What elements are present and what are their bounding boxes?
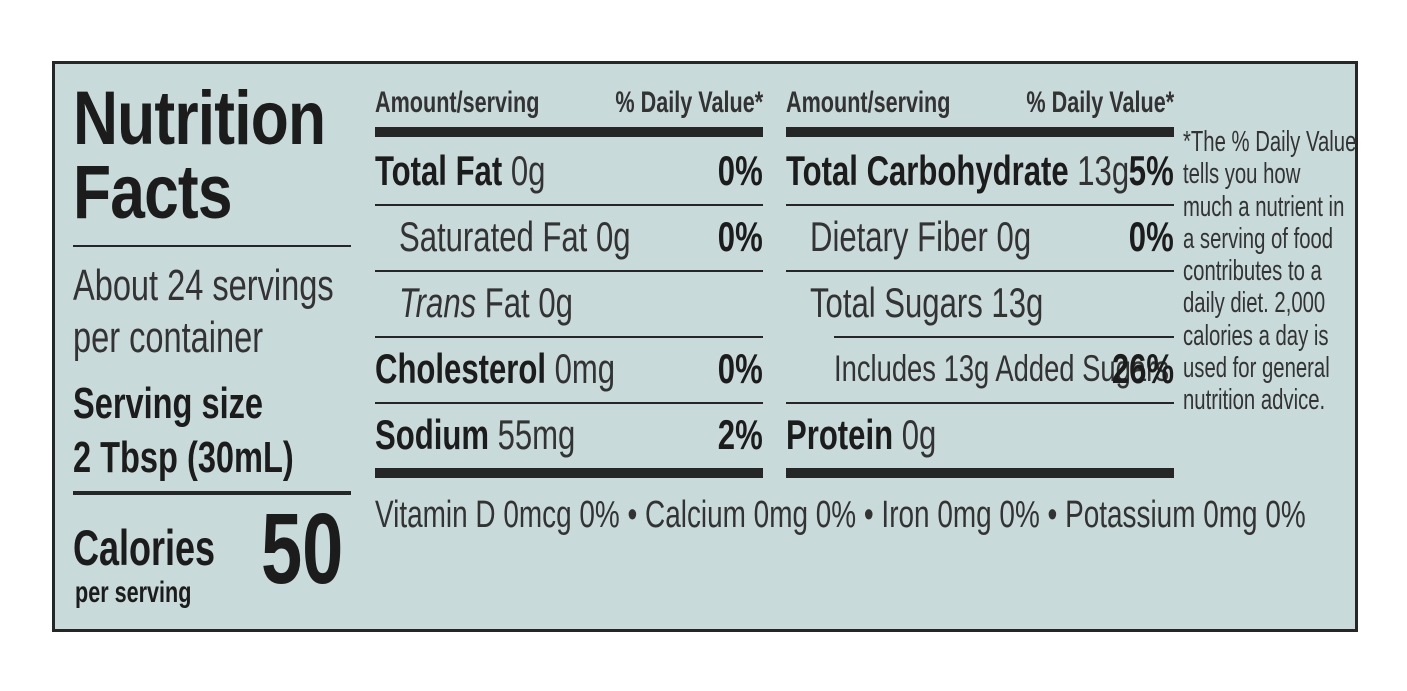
- row-divider: [786, 270, 1174, 272]
- servings-per-container: About 24 servings per container: [73, 260, 425, 364]
- row-divider: [375, 204, 763, 206]
- daily-value-footnote: *The % Daily Value tells you how much a …: [1183, 126, 1373, 417]
- row-dietary-fiber: Dietary Fiber 0g 0%: [810, 213, 1174, 260]
- row-divider: [786, 204, 1174, 206]
- footnote-line: tells you how: [1183, 158, 1301, 191]
- row-divider: [786, 402, 1174, 404]
- daily-value-header: % Daily Value*: [615, 86, 763, 119]
- servings-line-1: About 24 servings: [73, 261, 334, 310]
- thick-rule-header: [786, 127, 1174, 137]
- thick-rule-footer: [375, 468, 763, 478]
- footnote-line: contributes to a: [1183, 255, 1322, 288]
- divider-calories: [73, 491, 351, 495]
- thick-rule-header: [375, 127, 763, 137]
- row-total-sugars: Total Sugars 13g: [810, 279, 1044, 326]
- micronutrients-line: Vitamin D 0mcg 0% • Calcium 0mg 0% • Iro…: [375, 494, 1306, 536]
- row-saturated-fat: Saturated Fat 0g 0%: [399, 213, 763, 260]
- nutrition-facts-label: Nutrition Facts About 24 servings per cont…: [52, 61, 1358, 632]
- footnote-line: *The % Daily Value: [1183, 126, 1357, 158]
- thick-rule-footer: [786, 468, 1174, 478]
- divider-title: [73, 245, 351, 247]
- title-line-2: Facts: [73, 150, 233, 235]
- row-cholesterol: Cholesterol 0mg 0%: [375, 345, 763, 392]
- footnote-line: a serving of food: [1183, 222, 1334, 255]
- row-protein: Protein 0g: [786, 411, 937, 458]
- row-divider: [375, 402, 763, 404]
- footnote-line: calories a day is: [1183, 319, 1329, 352]
- calories-value: 50: [261, 493, 344, 605]
- amount-serving-header: Amount/serving: [375, 86, 540, 119]
- row-total-fat: Total Fat 0g 0%: [375, 147, 763, 194]
- row-trans-fat: Trans Fat 0g: [399, 279, 573, 326]
- row-added-sugars: Includes 13g Added Sugars 26%: [834, 345, 1174, 392]
- calories-label: Calories: [73, 520, 216, 576]
- serving-size-value: 2 Tbsp (30mL): [73, 433, 294, 482]
- row-sodium: Sodium 55mg 2%: [375, 411, 763, 458]
- footnote-line: much a nutrient in: [1183, 190, 1345, 223]
- calories-per-serving: per serving: [75, 576, 192, 609]
- row-divider: [375, 270, 763, 272]
- title-line-1: Nutrition: [73, 76, 326, 161]
- footnote-line: used for general: [1183, 352, 1330, 385]
- row-divider: [834, 336, 1174, 338]
- row-divider: [375, 336, 763, 338]
- serving-size-label: Serving size: [73, 379, 264, 428]
- row-total-carbohydrate: Total Carbohydrate 13g 5%: [786, 147, 1174, 194]
- footnote-line: daily diet. 2,000: [1183, 287, 1326, 320]
- serving-size: Serving size 2 Tbsp (30mL): [73, 377, 371, 485]
- servings-line-2: per container: [73, 313, 264, 362]
- amount-serving-header: Amount/serving: [786, 86, 951, 119]
- daily-value-header: % Daily Value*: [1026, 86, 1174, 119]
- nutrition-facts-title: Nutrition Facts: [73, 81, 381, 231]
- footnote-line: nutrition advice.: [1183, 384, 1326, 417]
